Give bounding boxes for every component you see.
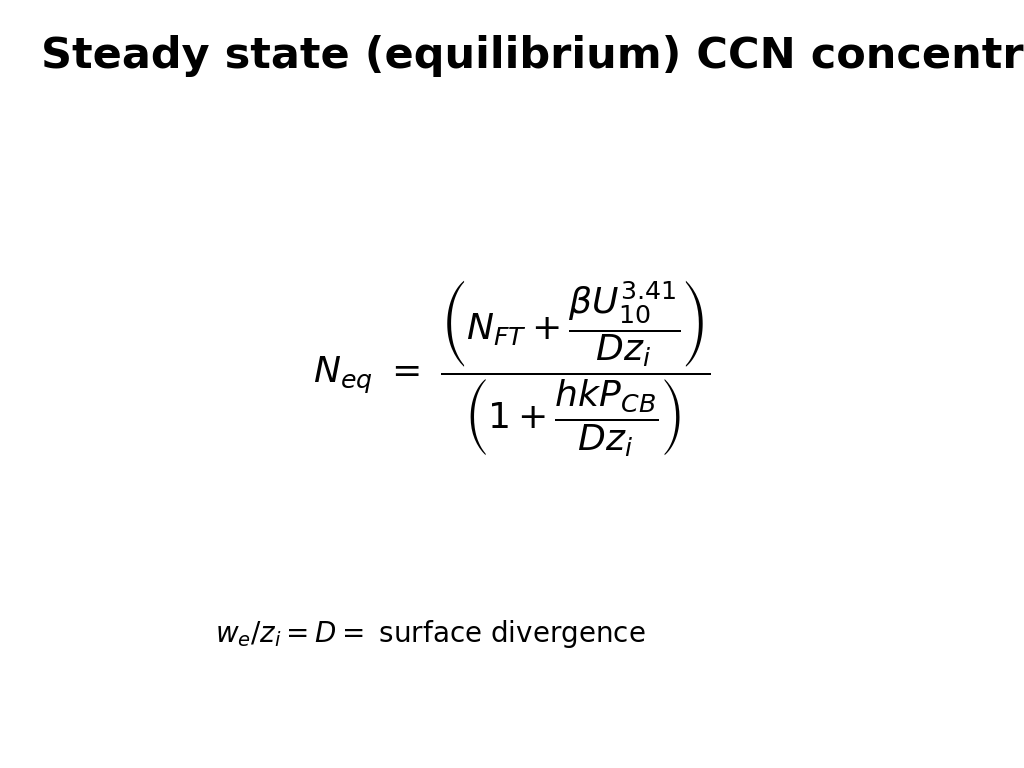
Text: $w_e/z_i = D =$ surface divergence: $w_e/z_i = D =$ surface divergence (215, 617, 645, 650)
Text: $N_{eq}\ =\ \dfrac{\left(N_{FT}+\dfrac{\beta U_{10}^{3.41}}{Dz_i}\right)}{\left(: $N_{eq}\ =\ \dfrac{\left(N_{FT}+\dfrac{\… (313, 279, 711, 458)
Text: Steady state (equilibrium) CCN concentration: Steady state (equilibrium) CCN concentra… (41, 35, 1024, 77)
